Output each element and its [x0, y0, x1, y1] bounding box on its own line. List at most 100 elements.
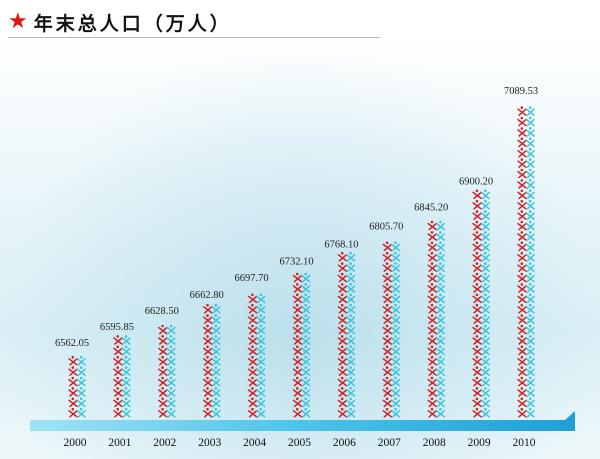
- person-pair-icon: [517, 106, 535, 116]
- person-pair-icon: [247, 355, 266, 366]
- person-pair-icon: [472, 387, 490, 397]
- person-pair-icon: [292, 355, 311, 366]
- person-pair-icon: [427, 407, 445, 418]
- person-pair-icon: [247, 335, 266, 345]
- value-label: 6595.85: [100, 322, 134, 333]
- person-pair-icon: [292, 366, 311, 376]
- person-pair-icon: [337, 251, 356, 262]
- person-pair-icon: [68, 366, 86, 376]
- person-pair-icon: [158, 345, 176, 356]
- person-pair-icon: [472, 199, 490, 210]
- bar-2003: [202, 303, 221, 418]
- person-pair-icon: [292, 397, 311, 408]
- person-pair-icon: [517, 127, 535, 137]
- person-pair-icon: [292, 272, 311, 283]
- value-label: 6768.10: [324, 240, 358, 251]
- person-pair-icon: [337, 314, 356, 324]
- person-pair-icon: [113, 355, 131, 366]
- person-pair-icon: [113, 407, 131, 418]
- person-pair-icon: [517, 303, 535, 314]
- bar-2007: [382, 241, 401, 418]
- person-pair-icon: [337, 303, 356, 314]
- person-pair-icon: [292, 407, 311, 418]
- person-pair-icon: [517, 324, 535, 335]
- person-pair-icon: [427, 345, 445, 356]
- person-pair-icon: [517, 314, 535, 324]
- person-pair-icon: [517, 147, 535, 158]
- value-label: 6662.80: [190, 290, 224, 301]
- bar-2004: [247, 293, 266, 418]
- background-wash: [0, 38, 600, 459]
- person-pair-icon: [382, 241, 401, 252]
- person-pair-icon: [472, 407, 490, 418]
- person-pair-icon: [382, 355, 401, 366]
- person-pair-icon: [517, 241, 535, 252]
- person-pair-icon: [472, 303, 490, 314]
- person-pair-icon: [472, 241, 490, 252]
- person-pair-icon: [292, 303, 311, 314]
- person-pair-icon: [517, 189, 535, 200]
- person-pair-icon: [472, 345, 490, 356]
- person-pair-icon: [382, 303, 401, 314]
- person-pair-icon: [247, 397, 266, 408]
- year-label: 2007: [378, 437, 401, 449]
- person-pair-icon: [382, 314, 401, 324]
- person-pair-icon: [472, 335, 490, 345]
- bar-2010: [517, 106, 535, 418]
- person-pair-icon: [382, 387, 401, 397]
- person-pair-icon: [382, 376, 401, 387]
- person-pair-icon: [517, 210, 535, 220]
- person-pair-icon: [68, 355, 86, 366]
- chart-header: ★ 年末总人口（万人）: [8, 6, 380, 38]
- person-pair-icon: [337, 262, 356, 272]
- person-pair-icon: [517, 179, 535, 189]
- person-pair-icon: [292, 387, 311, 397]
- person-pair-icon: [292, 335, 311, 345]
- year-label: 2001: [108, 437, 131, 449]
- person-pair-icon: [247, 407, 266, 418]
- person-pair-icon: [472, 376, 490, 387]
- person-pair-icon: [427, 314, 445, 324]
- person-pair-icon: [292, 283, 311, 293]
- person-pair-icon: [292, 324, 311, 335]
- person-pair-icon: [382, 335, 401, 345]
- person-pair-icon: [427, 303, 445, 314]
- person-pair-icon: [517, 376, 535, 387]
- header-divider: [8, 37, 380, 38]
- person-pair-icon: [517, 283, 535, 293]
- year-labels-group: 2000 2001 2002 2003 2004 2005 2006 2007 2008 2009…: [64, 437, 536, 449]
- person-pair-icon: [382, 397, 401, 408]
- person-pair-icon: [337, 272, 356, 283]
- person-pair-icon: [292, 345, 311, 356]
- star-icon: ★: [8, 9, 28, 34]
- person-pair-icon: [158, 335, 176, 345]
- person-pair-icon: [292, 293, 311, 304]
- person-pair-icon: [158, 355, 176, 366]
- person-pair-icon: [337, 407, 356, 418]
- value-labels-group: 6562.05 6595.85 6628.50 6662.80 6697.70 6732.…: [55, 86, 538, 349]
- person-pair-icon: [472, 283, 490, 293]
- person-pair-icon: [517, 251, 535, 262]
- person-pair-icon: [472, 366, 490, 376]
- person-pair-icon: [427, 387, 445, 397]
- person-pair-icon: [472, 189, 490, 200]
- year-label: 2005: [288, 437, 311, 449]
- person-pair-icon: [427, 231, 445, 241]
- person-pair-icon: [68, 387, 86, 397]
- person-pair-icon: [517, 335, 535, 345]
- person-pair-icon: [202, 376, 221, 387]
- year-label: 2002: [153, 437, 176, 449]
- person-pair-icon: [517, 137, 535, 148]
- person-pair-icon: [382, 251, 401, 262]
- person-pair-icon: [68, 397, 86, 408]
- bars-group: [68, 106, 535, 418]
- person-pair-icon: [202, 314, 221, 324]
- person-pair-icon: [427, 355, 445, 366]
- person-pair-icon: [517, 116, 535, 127]
- person-pair-icon: [472, 231, 490, 241]
- person-pair-icon: [517, 168, 535, 179]
- person-pair-icon: [517, 231, 535, 241]
- person-pair-icon: [337, 324, 356, 335]
- person-pair-icon: [517, 345, 535, 356]
- person-pair-icon: [427, 324, 445, 335]
